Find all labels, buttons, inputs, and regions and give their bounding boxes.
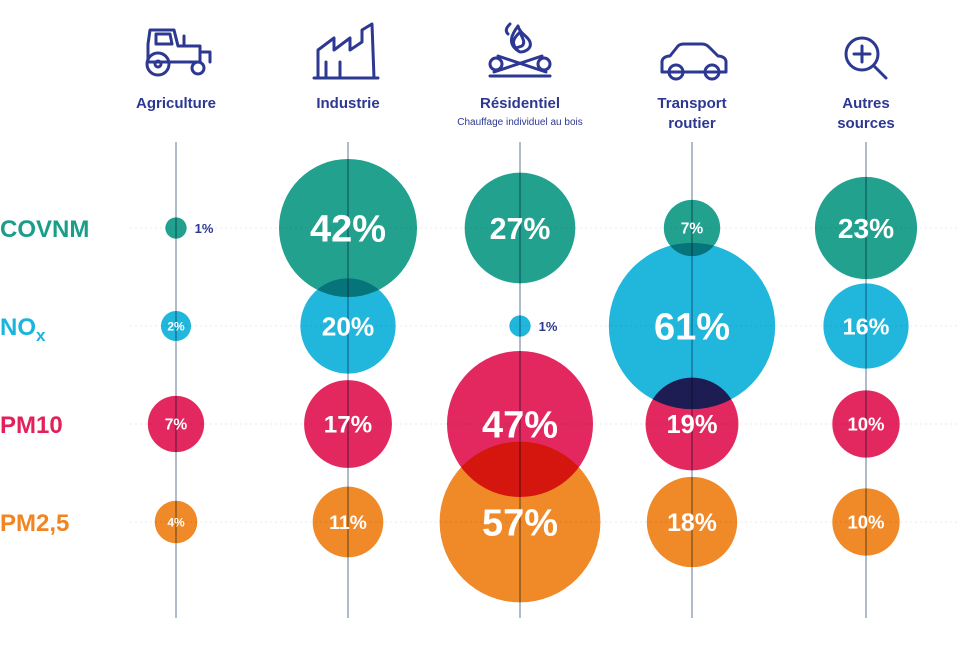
value-label-covnm-autres: 23%: [838, 213, 894, 244]
value-label-pm10-agriculture: 7%: [165, 417, 188, 434]
bubble-pm10-agriculture: [147, 395, 205, 453]
factory-icon: [312, 22, 380, 80]
row-label-pm10: PM10: [0, 412, 63, 439]
bubble-nox-transport: [608, 242, 776, 410]
row-label-covnm: COVNM: [0, 216, 89, 243]
column-title2-autres: sources: [837, 115, 895, 132]
value-label-covnm-industrie: 42%: [310, 209, 386, 251]
value-label-pm10-transport: 19%: [666, 411, 717, 439]
icon-layer: [145, 22, 888, 81]
row-label-pm25: PM2,5: [0, 510, 69, 537]
value-label-pm10-autres: 10%: [847, 414, 884, 435]
row-labels: COVNM NOx PM10 PM2,5: [0, 216, 89, 537]
value-label-pm10-residentiel: 47%: [482, 405, 558, 447]
column-title-transport: Transport: [657, 95, 726, 112]
column-title2-transport: routier: [668, 115, 716, 132]
bubble-covnm-transport: [663, 199, 721, 257]
column-title-autres: Autres: [842, 95, 890, 112]
bubble-nox-residentiel: [509, 315, 531, 337]
value-label-pm25-industrie: 11%: [329, 512, 367, 534]
bubble-covnm-agriculture: [165, 217, 187, 239]
bubble-pm25-residentiel: [439, 441, 601, 603]
value-label-pm25-agriculture: 4%: [167, 515, 185, 529]
bubble-covnm-industrie: [278, 158, 418, 298]
bubble-nox-agriculture: [160, 310, 192, 342]
car-icon: [660, 42, 728, 81]
bubble-covnm-autres: [814, 176, 918, 280]
bubble-pm10-autres: [832, 390, 900, 458]
row-label-subscript: x: [36, 326, 46, 345]
bubble-pm25-agriculture: [154, 500, 198, 544]
value-label-covnm-transport: 7%: [681, 221, 704, 238]
row-label-nox: NOx: [0, 314, 46, 345]
column-title-residentiel: Résidentiel: [480, 95, 560, 112]
value-label-pm25-residentiel: 57%: [482, 503, 558, 545]
wood-fire-icon: [488, 22, 552, 78]
column-title-industrie: Industrie: [316, 95, 379, 112]
column-title-agriculture: Agriculture: [136, 95, 216, 112]
value-label-nox-residentiel: 1%: [539, 319, 558, 334]
value-label-pm25-transport: 18%: [667, 509, 717, 537]
bubble-pm25-industrie: [312, 486, 384, 558]
bubble-pm10-industrie: [304, 380, 392, 468]
value-label-nox-industrie: 20%: [322, 311, 374, 341]
bubble-pm25-transport: [646, 476, 738, 568]
value-label-nox-transport: 61%: [654, 307, 730, 349]
tractor-icon: [145, 28, 212, 77]
bubble-nox-autres: [823, 283, 909, 369]
bubble-pm25-autres: [832, 488, 900, 556]
value-label-nox-autres: 16%: [843, 313, 890, 339]
value-label-covnm-residentiel: 27%: [490, 212, 551, 246]
value-label-covnm-agriculture: 1%: [195, 221, 214, 236]
bubble-layer: 1% 42% 27% 7% 23% 2% 20% 1% 61% 16% 7% 17% 47% 19% 10%…: [147, 158, 918, 603]
bubble-pm10-transport: [645, 377, 739, 471]
bubble-nox-industrie: [300, 278, 396, 374]
bubble-covnm-residentiel: [464, 172, 576, 284]
value-label-pm10-industrie: 17%: [324, 412, 372, 439]
magnifier-plus-icon: [844, 36, 888, 80]
column-subtitle-residentiel: Chauffage individuel au bois: [457, 117, 582, 128]
value-label-nox-agriculture: 2%: [167, 319, 185, 333]
value-label-pm25-autres: 10%: [847, 512, 884, 533]
column-headers: Agriculture Industrie Résidentiel Chauffage…: [136, 95, 895, 132]
